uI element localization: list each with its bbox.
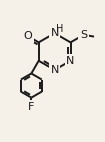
Text: O: O <box>23 31 32 41</box>
Text: N: N <box>50 65 59 75</box>
Text: N: N <box>66 56 75 66</box>
Text: F: F <box>28 102 35 112</box>
Text: S: S <box>80 30 87 40</box>
Text: H: H <box>56 24 63 34</box>
Text: N: N <box>50 28 59 38</box>
